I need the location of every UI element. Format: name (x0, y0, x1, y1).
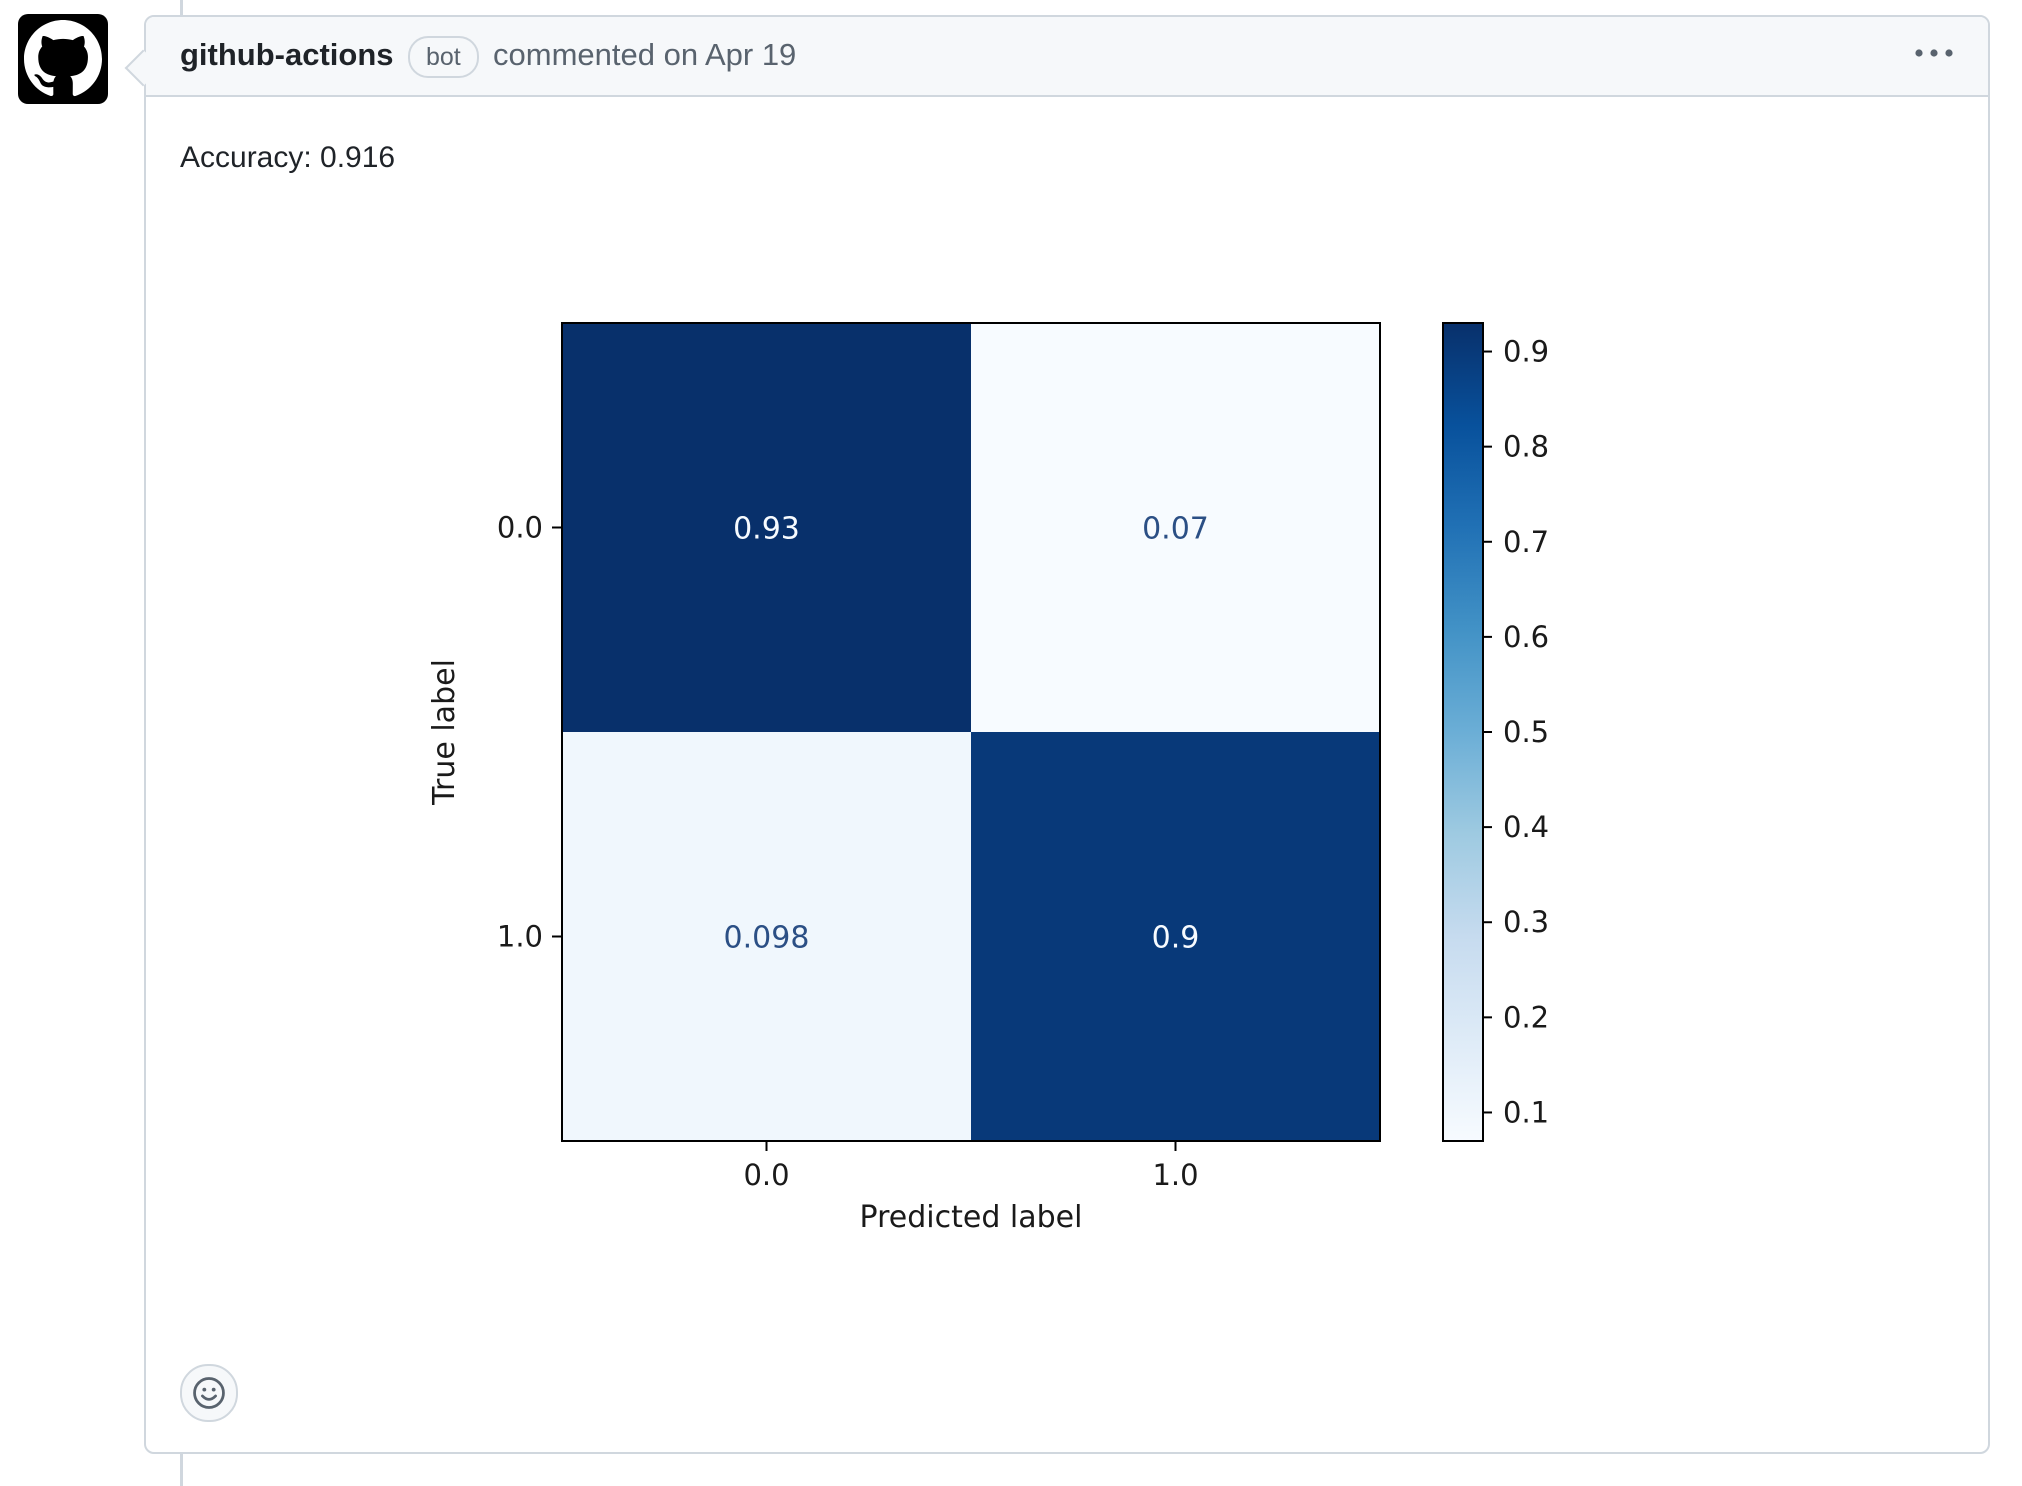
cell-value-label: 0.9 (1152, 921, 1200, 956)
x-axis-label: Predicted label (860, 1200, 1083, 1235)
more-options-button[interactable] (1910, 33, 1958, 73)
colorbar-tick-label: 0.9 (1503, 335, 1549, 369)
heatmap-cell (971, 323, 1380, 732)
github-mark-icon (24, 20, 102, 97)
plot-frame (561, 322, 1381, 1142)
colorbar-gradient (1443, 323, 1483, 1141)
x-tick-label: 1.0 (1152, 1158, 1198, 1192)
cell-value-label: 0.93 (733, 512, 800, 547)
colorbar-tick-label: 0.7 (1503, 525, 1549, 559)
kebab-horizontal-icon (1915, 49, 1953, 57)
y-axis-label: True label (427, 659, 462, 806)
colorbar-tick-label: 0.4 (1503, 810, 1549, 844)
colorbar-tick-label: 0.8 (1503, 430, 1549, 464)
y-tick-label: 1.0 (497, 920, 543, 954)
smiley-icon (193, 1377, 225, 1409)
author-link[interactable]: github-actions (180, 37, 394, 72)
heatmap-cell (562, 323, 971, 732)
avatar[interactable] (18, 14, 108, 104)
colorbar-tick-label: 0.1 (1503, 1095, 1549, 1129)
timeline-line-top (180, 0, 183, 15)
cell-value-label: 0.098 (724, 921, 810, 956)
comment-card: github-actions bot commented on Apr 19 A… (124, 15, 1990, 1454)
colorbar-tick-label: 0.6 (1503, 620, 1549, 654)
cell-value-label: 0.07 (1142, 512, 1209, 547)
colorbar-tick-label: 0.3 (1503, 905, 1549, 939)
colorbar-tick-label: 0.2 (1503, 1000, 1549, 1034)
timeline-line-bottom (180, 1454, 183, 1486)
comment-timestamp[interactable]: commented on Apr 19 (493, 37, 797, 72)
x-tick-label: 0.0 (743, 1158, 789, 1192)
add-reaction-button[interactable] (180, 1364, 238, 1422)
bot-badge: bot (408, 36, 479, 78)
heatmap-cell (562, 732, 971, 1141)
colorbar-tick-label: 0.5 (1503, 715, 1549, 749)
confusion-matrix-chart: 0.93 0.07 0.098 0.9 0.0 1.0 0.0 1.0 Predicted la… (286, 227, 1586, 1282)
accuracy-text: Accuracy: 0.916 (180, 141, 396, 174)
confusion-matrix-svg: 0.93 0.07 0.098 0.9 0.0 1.0 0.0 1.0 Predicted la… (427, 322, 1549, 1235)
y-tick-label: 0.0 (497, 511, 543, 545)
comment-header: github-actions bot commented on Apr 19 (146, 17, 1988, 97)
heatmap-cell (971, 732, 1380, 1141)
